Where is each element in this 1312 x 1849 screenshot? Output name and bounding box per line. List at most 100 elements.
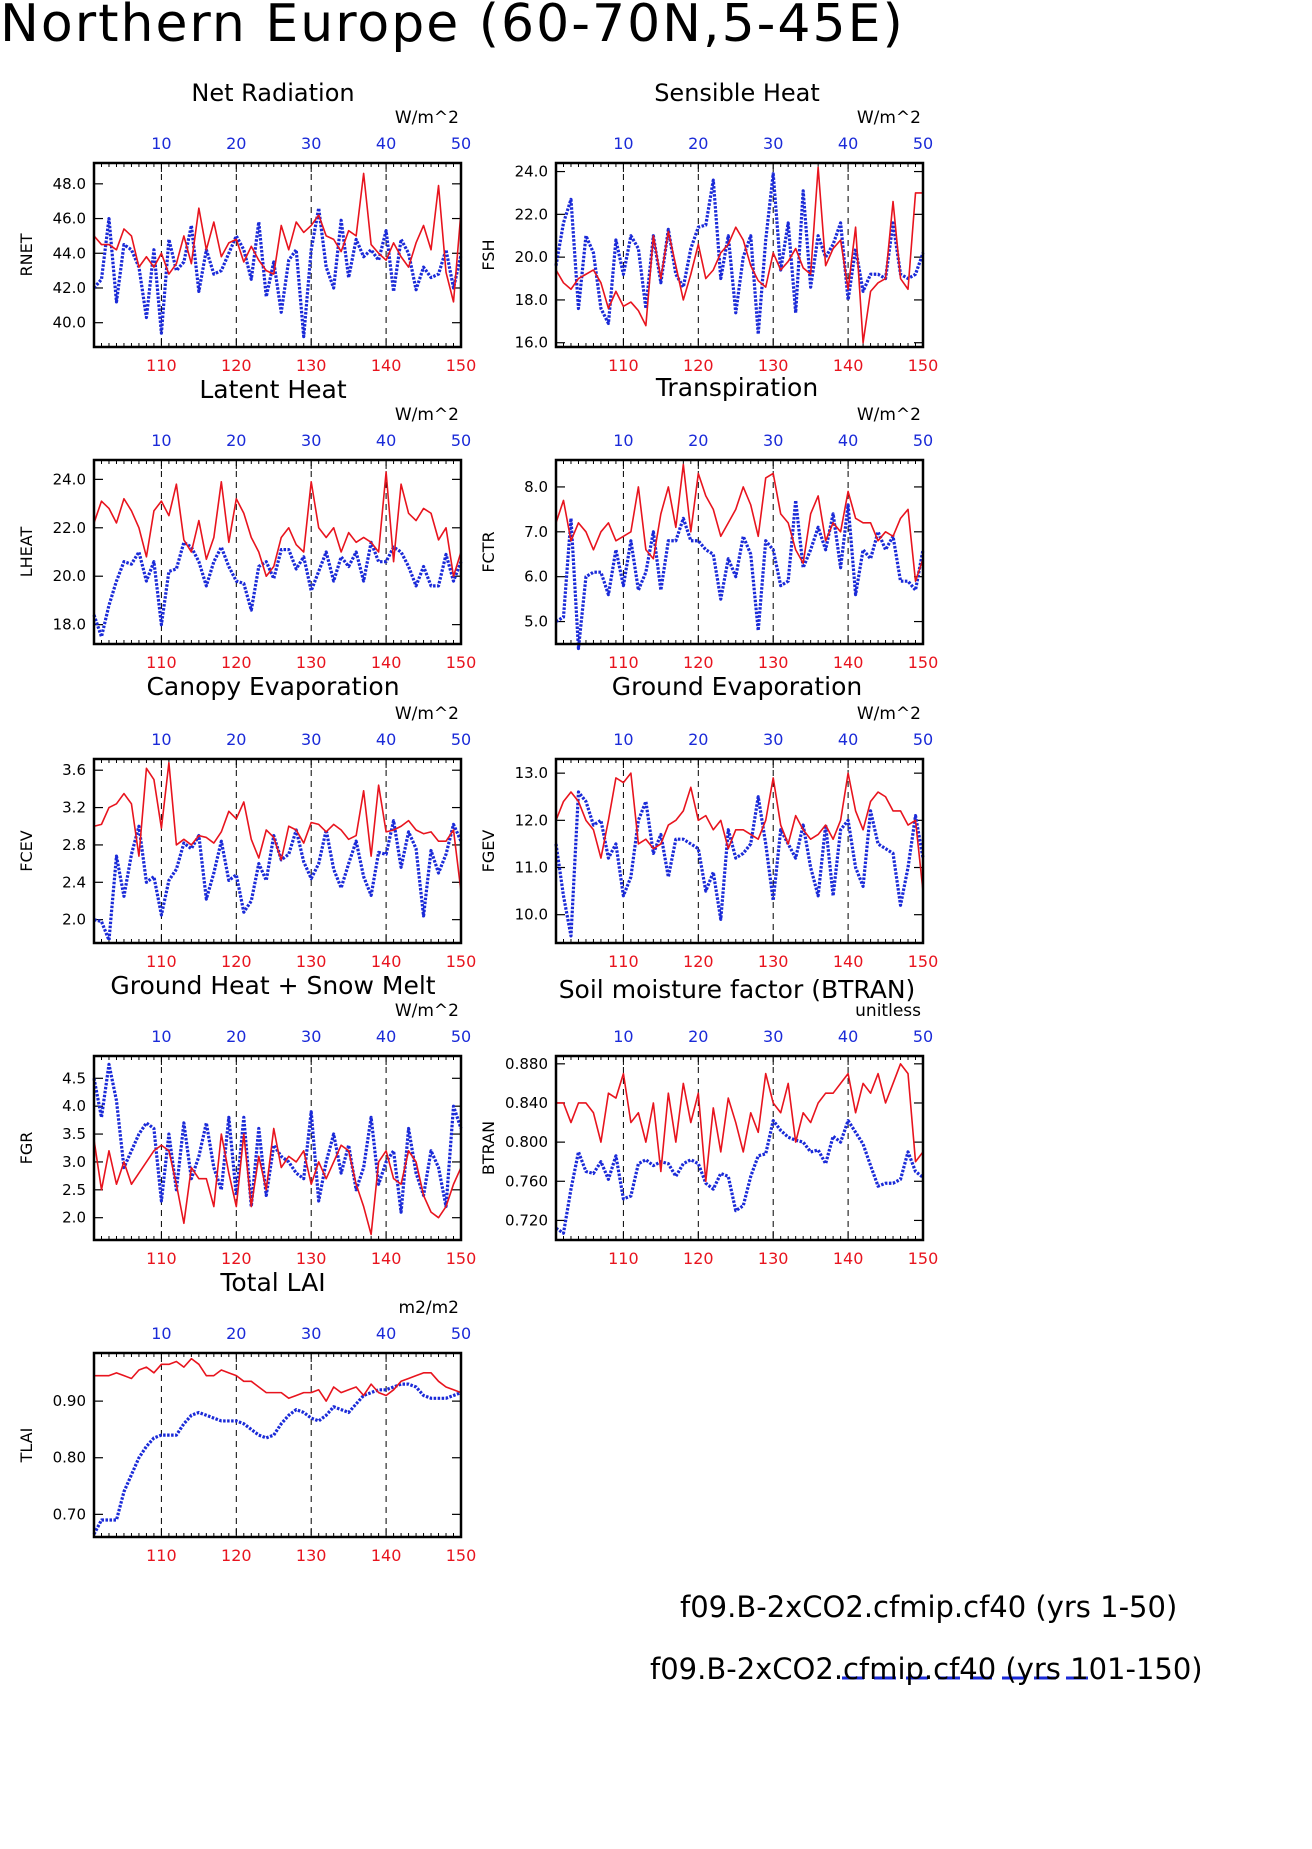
y-tick-label: 3.2	[62, 799, 86, 817]
top-tick-label: 50	[913, 134, 933, 153]
y-tick-label: 48.0	[53, 175, 86, 193]
panel-title: Soil moisture factor (BTRAN)	[559, 975, 916, 1004]
bottom-tick-label: 120	[683, 356, 714, 375]
series-yrs-1-50	[92, 540, 463, 639]
bottom-tick-label: 110	[608, 653, 639, 672]
top-tick-label: 30	[301, 1027, 321, 1046]
y-tick-label: 6.0	[524, 568, 548, 586]
y-tick-label: 22.0	[53, 519, 86, 537]
panel-title: Ground Heat + Snow Melt	[110, 971, 435, 1000]
bottom-tick-label: 130	[758, 1249, 789, 1268]
bottom-tick-label: 140	[833, 653, 864, 672]
series-yrs-101-150	[93, 1127, 462, 1236]
top-tick-label: 20	[688, 730, 708, 749]
series-yrs-1-50	[555, 1118, 924, 1235]
top-tick-label: 10	[613, 730, 633, 749]
bottom-tick-label: 130	[296, 1546, 327, 1565]
series-yrs-1-50	[92, 1382, 462, 1535]
bottom-tick-label: 140	[371, 1546, 402, 1565]
top-tick-label: 50	[913, 1027, 933, 1046]
bottom-tick-label: 150	[446, 1249, 477, 1268]
bottom-tick-label: 130	[296, 653, 327, 672]
y-tick-label: 0.800	[505, 1133, 548, 1151]
top-tick-label: 10	[151, 730, 171, 749]
series-yrs-101-150	[93, 761, 462, 892]
bottom-tick-label: 150	[446, 356, 477, 375]
top-tick-label: 40	[838, 431, 858, 450]
bottom-tick-label: 120	[221, 1546, 252, 1565]
y-axis-label: LHEAT	[17, 527, 36, 578]
top-tick-label: 50	[451, 431, 471, 450]
bottom-tick-label: 150	[908, 356, 939, 375]
top-tick-label: 20	[688, 134, 708, 153]
y-tick-label: 0.880	[505, 1055, 548, 1073]
y-tick-label: 0.80	[53, 1449, 86, 1467]
y-tick-label: 3.0	[62, 1153, 86, 1171]
y-tick-label: 0.760	[505, 1172, 548, 1190]
y-axis-label: FCEV	[17, 830, 36, 871]
y-tick-label: 2.4	[62, 873, 86, 891]
panel-units: W/m^2	[395, 405, 459, 425]
bottom-tick-label: 110	[146, 356, 177, 375]
plot-frame	[92, 1054, 463, 1242]
top-tick-label: 10	[613, 431, 633, 450]
panel-title: Latent Heat	[199, 375, 347, 404]
y-tick-label: 42.0	[53, 279, 86, 297]
top-tick-label: 40	[838, 134, 858, 153]
top-tick-label: 20	[226, 1324, 246, 1343]
plot-frame	[554, 1054, 925, 1242]
top-tick-label: 10	[151, 431, 171, 450]
figure-title: Northern Europe (60-70N,5-45E)	[0, 0, 905, 54]
bottom-tick-label: 130	[296, 356, 327, 375]
series-yrs-101-150	[93, 172, 462, 303]
bottom-tick-label: 120	[683, 1249, 714, 1268]
top-tick-label: 40	[376, 1027, 396, 1046]
y-tick-label: 20.0	[53, 567, 86, 585]
y-tick-label: 13.0	[515, 764, 548, 782]
legend-label-yrs-101-150: f09.B-2xCO2.cfmip.cf40 (yrs 101-150)	[650, 1652, 1203, 1686]
plot-frame	[554, 757, 925, 945]
bottom-tick-label: 140	[371, 1249, 402, 1268]
y-tick-label: 46.0	[53, 210, 86, 228]
y-tick-label: 11.0	[515, 859, 548, 877]
bottom-tick-label: 150	[446, 1546, 477, 1565]
y-tick-label: 0.90	[53, 1392, 86, 1410]
series-yrs-1-50	[92, 206, 463, 339]
series-yrs-101-150	[555, 166, 923, 344]
top-tick-label: 40	[376, 730, 396, 749]
bottom-tick-label: 150	[446, 653, 477, 672]
top-tick-label: 40	[376, 134, 396, 153]
y-tick-label: 20.0	[515, 248, 548, 266]
bottom-tick-label: 130	[296, 1249, 327, 1268]
y-tick-label: 12.0	[515, 811, 548, 829]
bottom-tick-label: 110	[608, 1249, 639, 1268]
y-tick-label: 0.720	[505, 1211, 548, 1229]
top-tick-label: 30	[301, 730, 321, 749]
series-yrs-1-50	[554, 790, 925, 938]
top-tick-label: 20	[226, 431, 246, 450]
y-axis-label: FGEV	[479, 830, 498, 873]
y-axis-label: TLAI	[17, 1428, 36, 1464]
top-tick-label: 30	[301, 431, 321, 450]
bottom-tick-label: 120	[683, 952, 714, 971]
panel-title: Transpiration	[655, 373, 818, 402]
y-tick-label: 10.0	[515, 906, 548, 924]
panel-units: W/m^2	[857, 405, 921, 425]
plot-frame	[92, 458, 463, 646]
y-axis-label: FGR	[17, 1132, 36, 1165]
y-tick-label: 2.5	[62, 1181, 86, 1199]
panel-fctr: Transpiration W/m^2 10 110 20 120 30 130 40 140 50…	[479, 373, 938, 672]
y-tick-label: 0.840	[505, 1094, 548, 1112]
legend-label-yrs-1-50: f09.B-2xCO2.cfmip.cf40 (yrs 1-50)	[680, 1590, 1178, 1624]
top-tick-label: 20	[688, 1027, 708, 1046]
bottom-tick-label: 120	[221, 653, 252, 672]
y-tick-label: 5.0	[524, 613, 548, 631]
panel-title: Canopy Evaporation	[146, 672, 399, 701]
top-tick-label: 30	[763, 730, 783, 749]
series-yrs-101-150	[555, 772, 924, 892]
panel-units: unitless	[855, 1001, 921, 1021]
bottom-tick-label: 130	[758, 356, 789, 375]
y-tick-label: 8.0	[524, 478, 548, 496]
plot-frame	[92, 1351, 463, 1539]
